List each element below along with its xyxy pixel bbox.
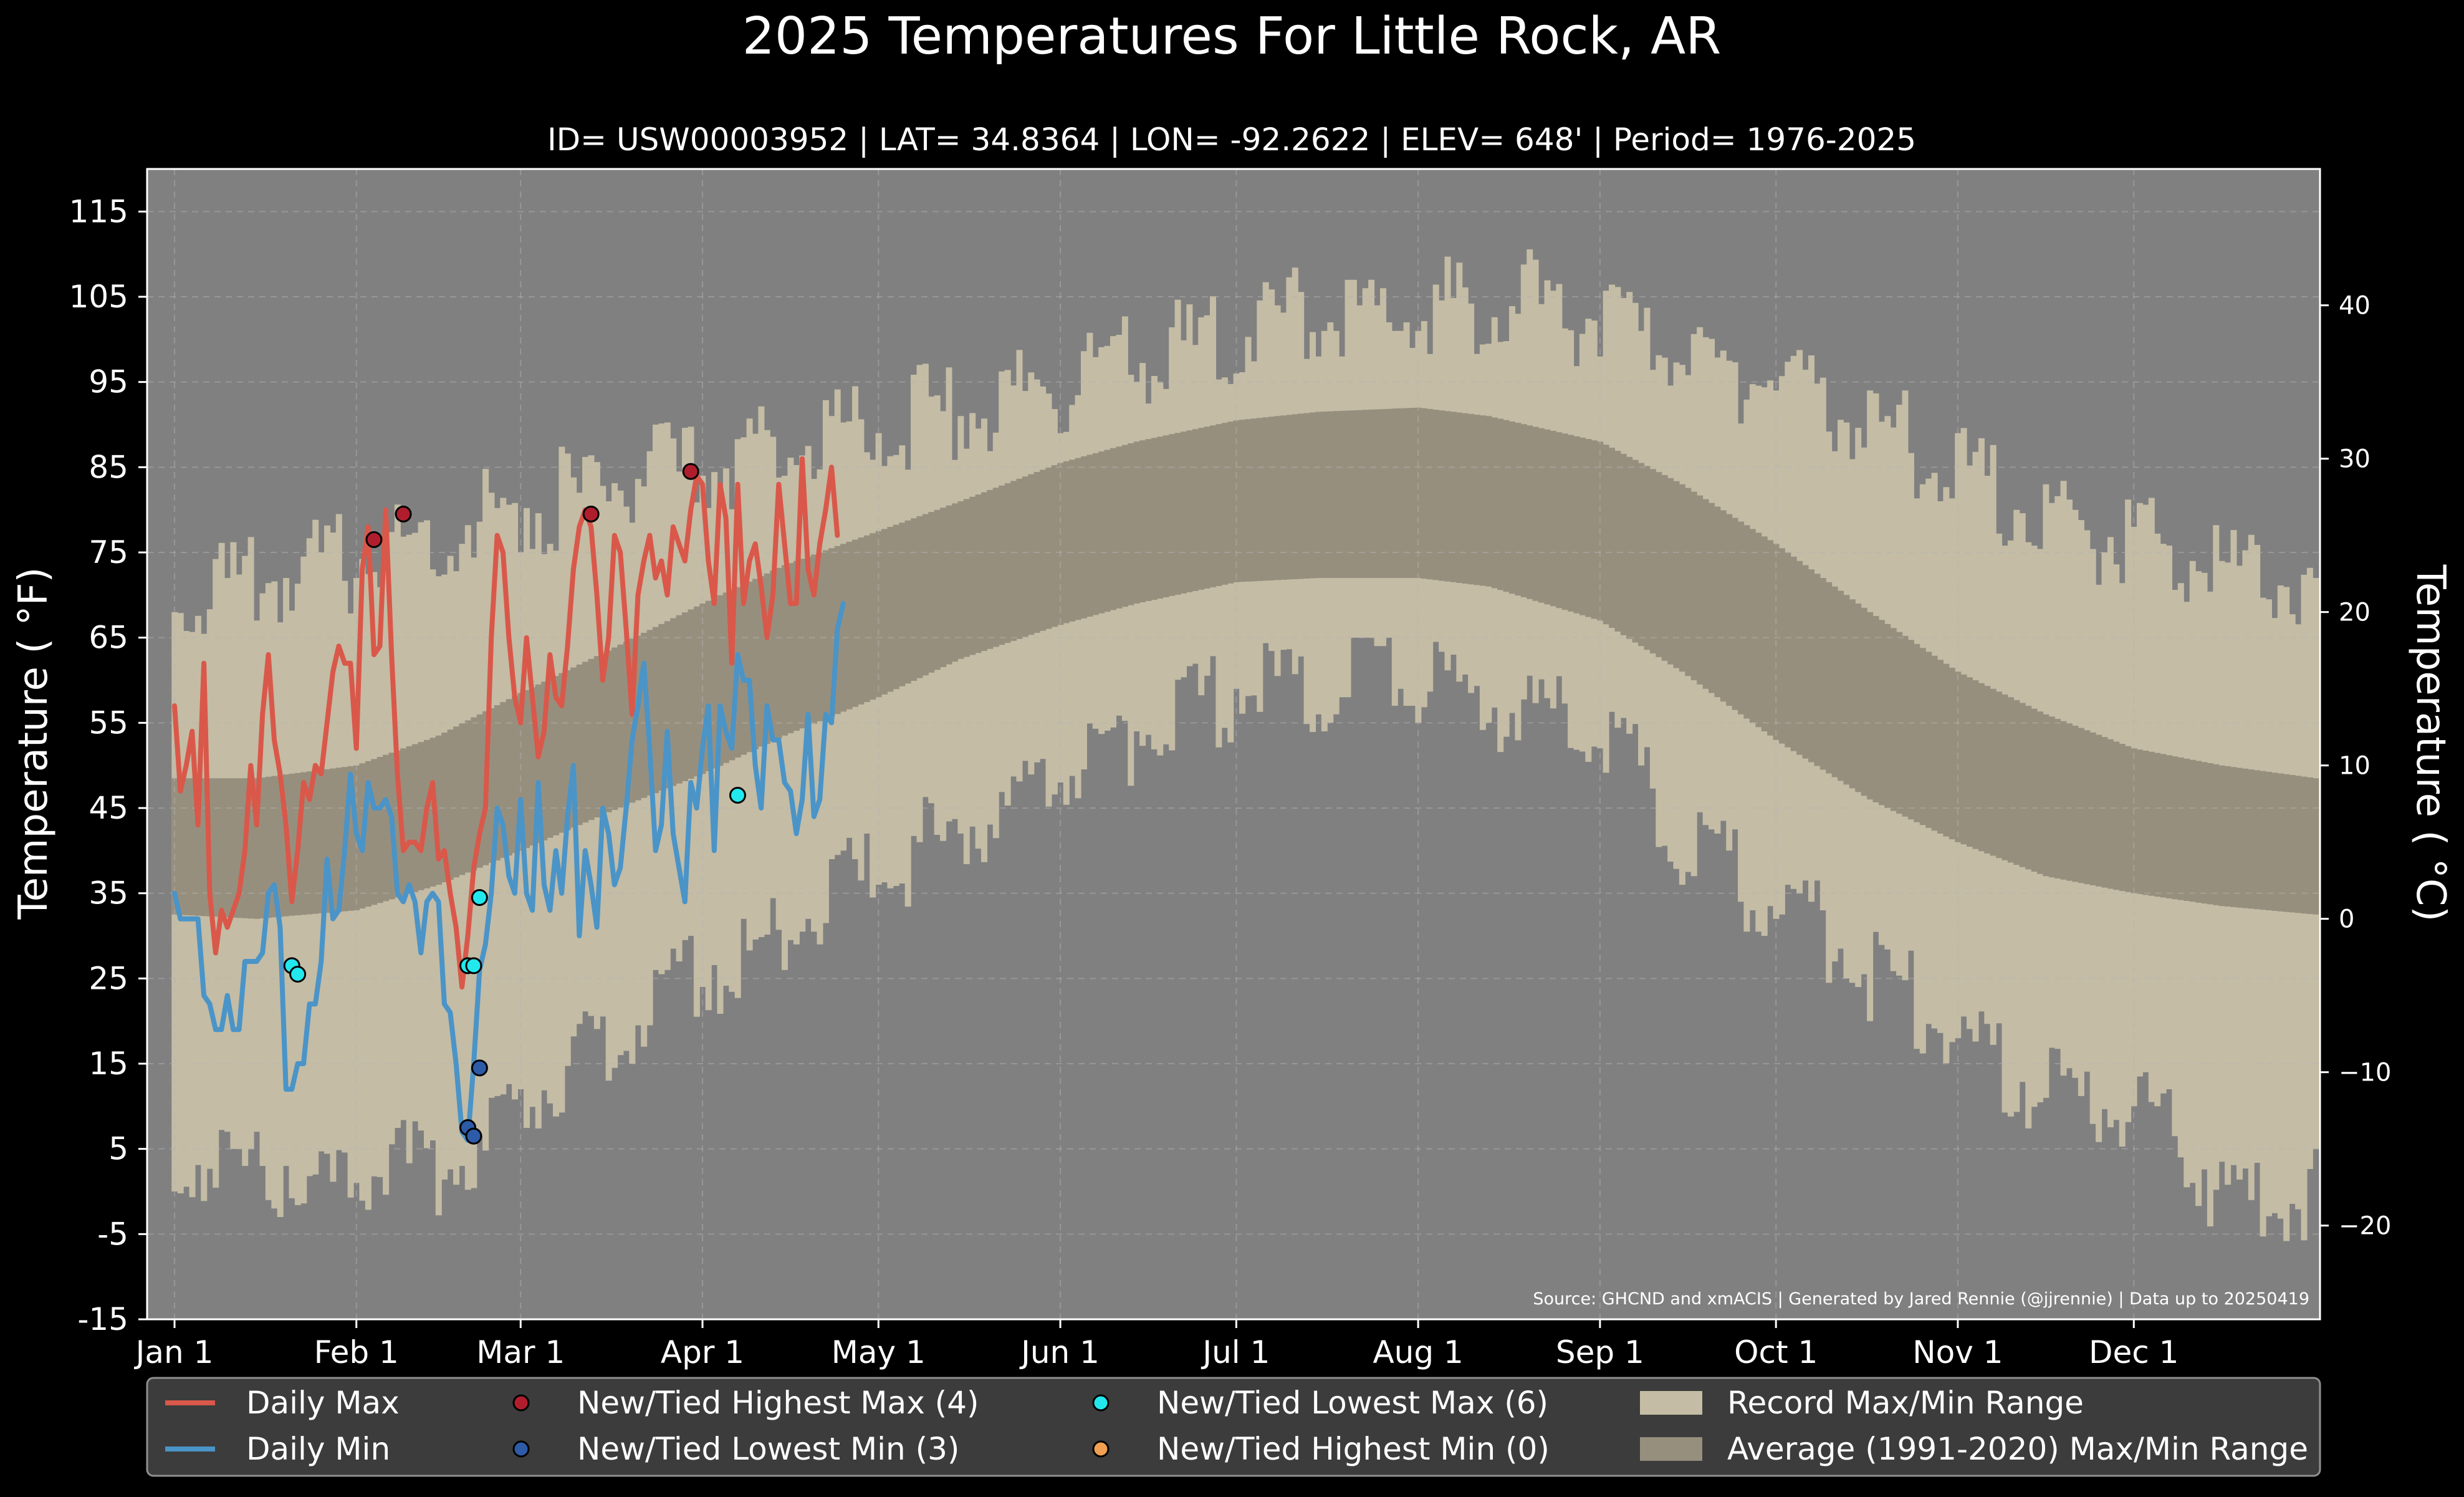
y-tick-label: 105 <box>69 279 128 315</box>
y-tick-label: 15 <box>89 1046 128 1082</box>
record-point <box>471 889 488 906</box>
legend-box <box>146 1377 2321 1477</box>
legend-patch-marker <box>1640 1391 1702 1415</box>
plot-content <box>147 169 2320 1319</box>
y-axis-label-left: Temperature ( °F) <box>11 567 57 920</box>
series-line-daily-max <box>172 456 840 989</box>
x-tick-label: Sep 1 <box>1556 1334 1644 1370</box>
plot-area: -15 -5 5 15 25 35 45 55 65 75 85 95 105 115 −20 −10 0 10 2… <box>69 168 2391 1370</box>
legend-label: New/Tied Highest Min (0) <box>1157 1431 1550 1467</box>
y-tick-label: 85 <box>89 449 128 485</box>
legend-label: Record Max/Min Range <box>1727 1385 2084 1421</box>
y-tick-label: 45 <box>89 790 128 826</box>
x-tick-label: Feb 1 <box>314 1334 399 1370</box>
record-point <box>729 787 746 804</box>
legend-dot-marker <box>1092 1394 1110 1412</box>
plot-frame <box>146 168 2321 1321</box>
y-tick-label: 95 <box>89 364 128 400</box>
y-tick-label: 25 <box>89 960 128 996</box>
legend: Daily Max Daily Min New/Tied Highest Max (… <box>146 1377 2321 1477</box>
x-tick-label: Mar 1 <box>476 1334 565 1370</box>
legend-dot-marker <box>512 1440 530 1458</box>
y-tick-label: 65 <box>89 620 128 656</box>
y-tick-label: -15 <box>77 1301 128 1337</box>
y2-tick-label: 0 <box>2339 905 2354 934</box>
y-axis-label-right: Temperature ( °C) <box>2407 564 2453 922</box>
record-point <box>395 506 412 522</box>
y2-tick-label: 30 <box>2339 445 2371 474</box>
record-point <box>465 1127 482 1145</box>
x-tick-label: Jun 1 <box>1019 1334 1100 1370</box>
chart-title: 2025 Temperatures For Little Rock, AR <box>742 7 1721 66</box>
record-point <box>365 531 383 548</box>
y-tick-label: 5 <box>108 1131 128 1167</box>
record-point <box>289 966 307 983</box>
y2-tick-label: −10 <box>2339 1059 2391 1087</box>
series-line-daily-min <box>172 601 846 1143</box>
y2-tick-label: 40 <box>2339 292 2371 320</box>
y2-tick-label: 10 <box>2339 752 2371 781</box>
y-tick-label: 75 <box>89 534 128 570</box>
record-point <box>582 506 600 522</box>
x-tick-label: Apr 1 <box>661 1334 744 1370</box>
y-tick-label: 35 <box>89 875 128 912</box>
legend-label: New/Tied Lowest Min (3) <box>577 1431 959 1467</box>
legend-label: Daily Min <box>246 1431 390 1467</box>
x-tick-label: Oct 1 <box>1734 1334 1818 1370</box>
legend-dot-marker <box>1092 1440 1110 1458</box>
x-tick-label: May 1 <box>832 1334 926 1370</box>
record-range-band <box>171 249 2319 1241</box>
legend-label: Average (1991-2020) Max/Min Range <box>1727 1431 2308 1467</box>
x-tick-label: Jan 1 <box>134 1334 214 1370</box>
x-tick-label: Jul 1 <box>1201 1334 1270 1370</box>
x-tick-label: Nov 1 <box>1912 1334 2003 1370</box>
record-point <box>465 957 482 975</box>
chart-subtitle: ID= USW00003952 | LAT= 34.8364 | LON= -9… <box>547 122 1916 158</box>
y-tick-label: 55 <box>89 705 128 741</box>
y-tick-label: 115 <box>69 193 128 229</box>
record-point <box>471 1059 488 1077</box>
legend-label: New/Tied Highest Max (4) <box>577 1385 979 1421</box>
y-tick-label: -5 <box>97 1216 128 1252</box>
legend-label: Daily Max <box>246 1385 400 1421</box>
x-tick-label: Aug 1 <box>1373 1334 1463 1370</box>
x-tick-label: Dec 1 <box>2089 1334 2179 1370</box>
record-point <box>682 463 699 480</box>
y2-tick-label: −20 <box>2339 1212 2391 1241</box>
legend-patch-marker <box>1640 1437 1702 1461</box>
source-note: Source: GHCND and xmACIS | Generated by … <box>1533 1289 2309 1309</box>
y2-tick-label: 20 <box>2339 599 2371 627</box>
legend-label: New/Tied Lowest Max (6) <box>1157 1385 1548 1421</box>
legend-dot-marker <box>512 1394 530 1412</box>
